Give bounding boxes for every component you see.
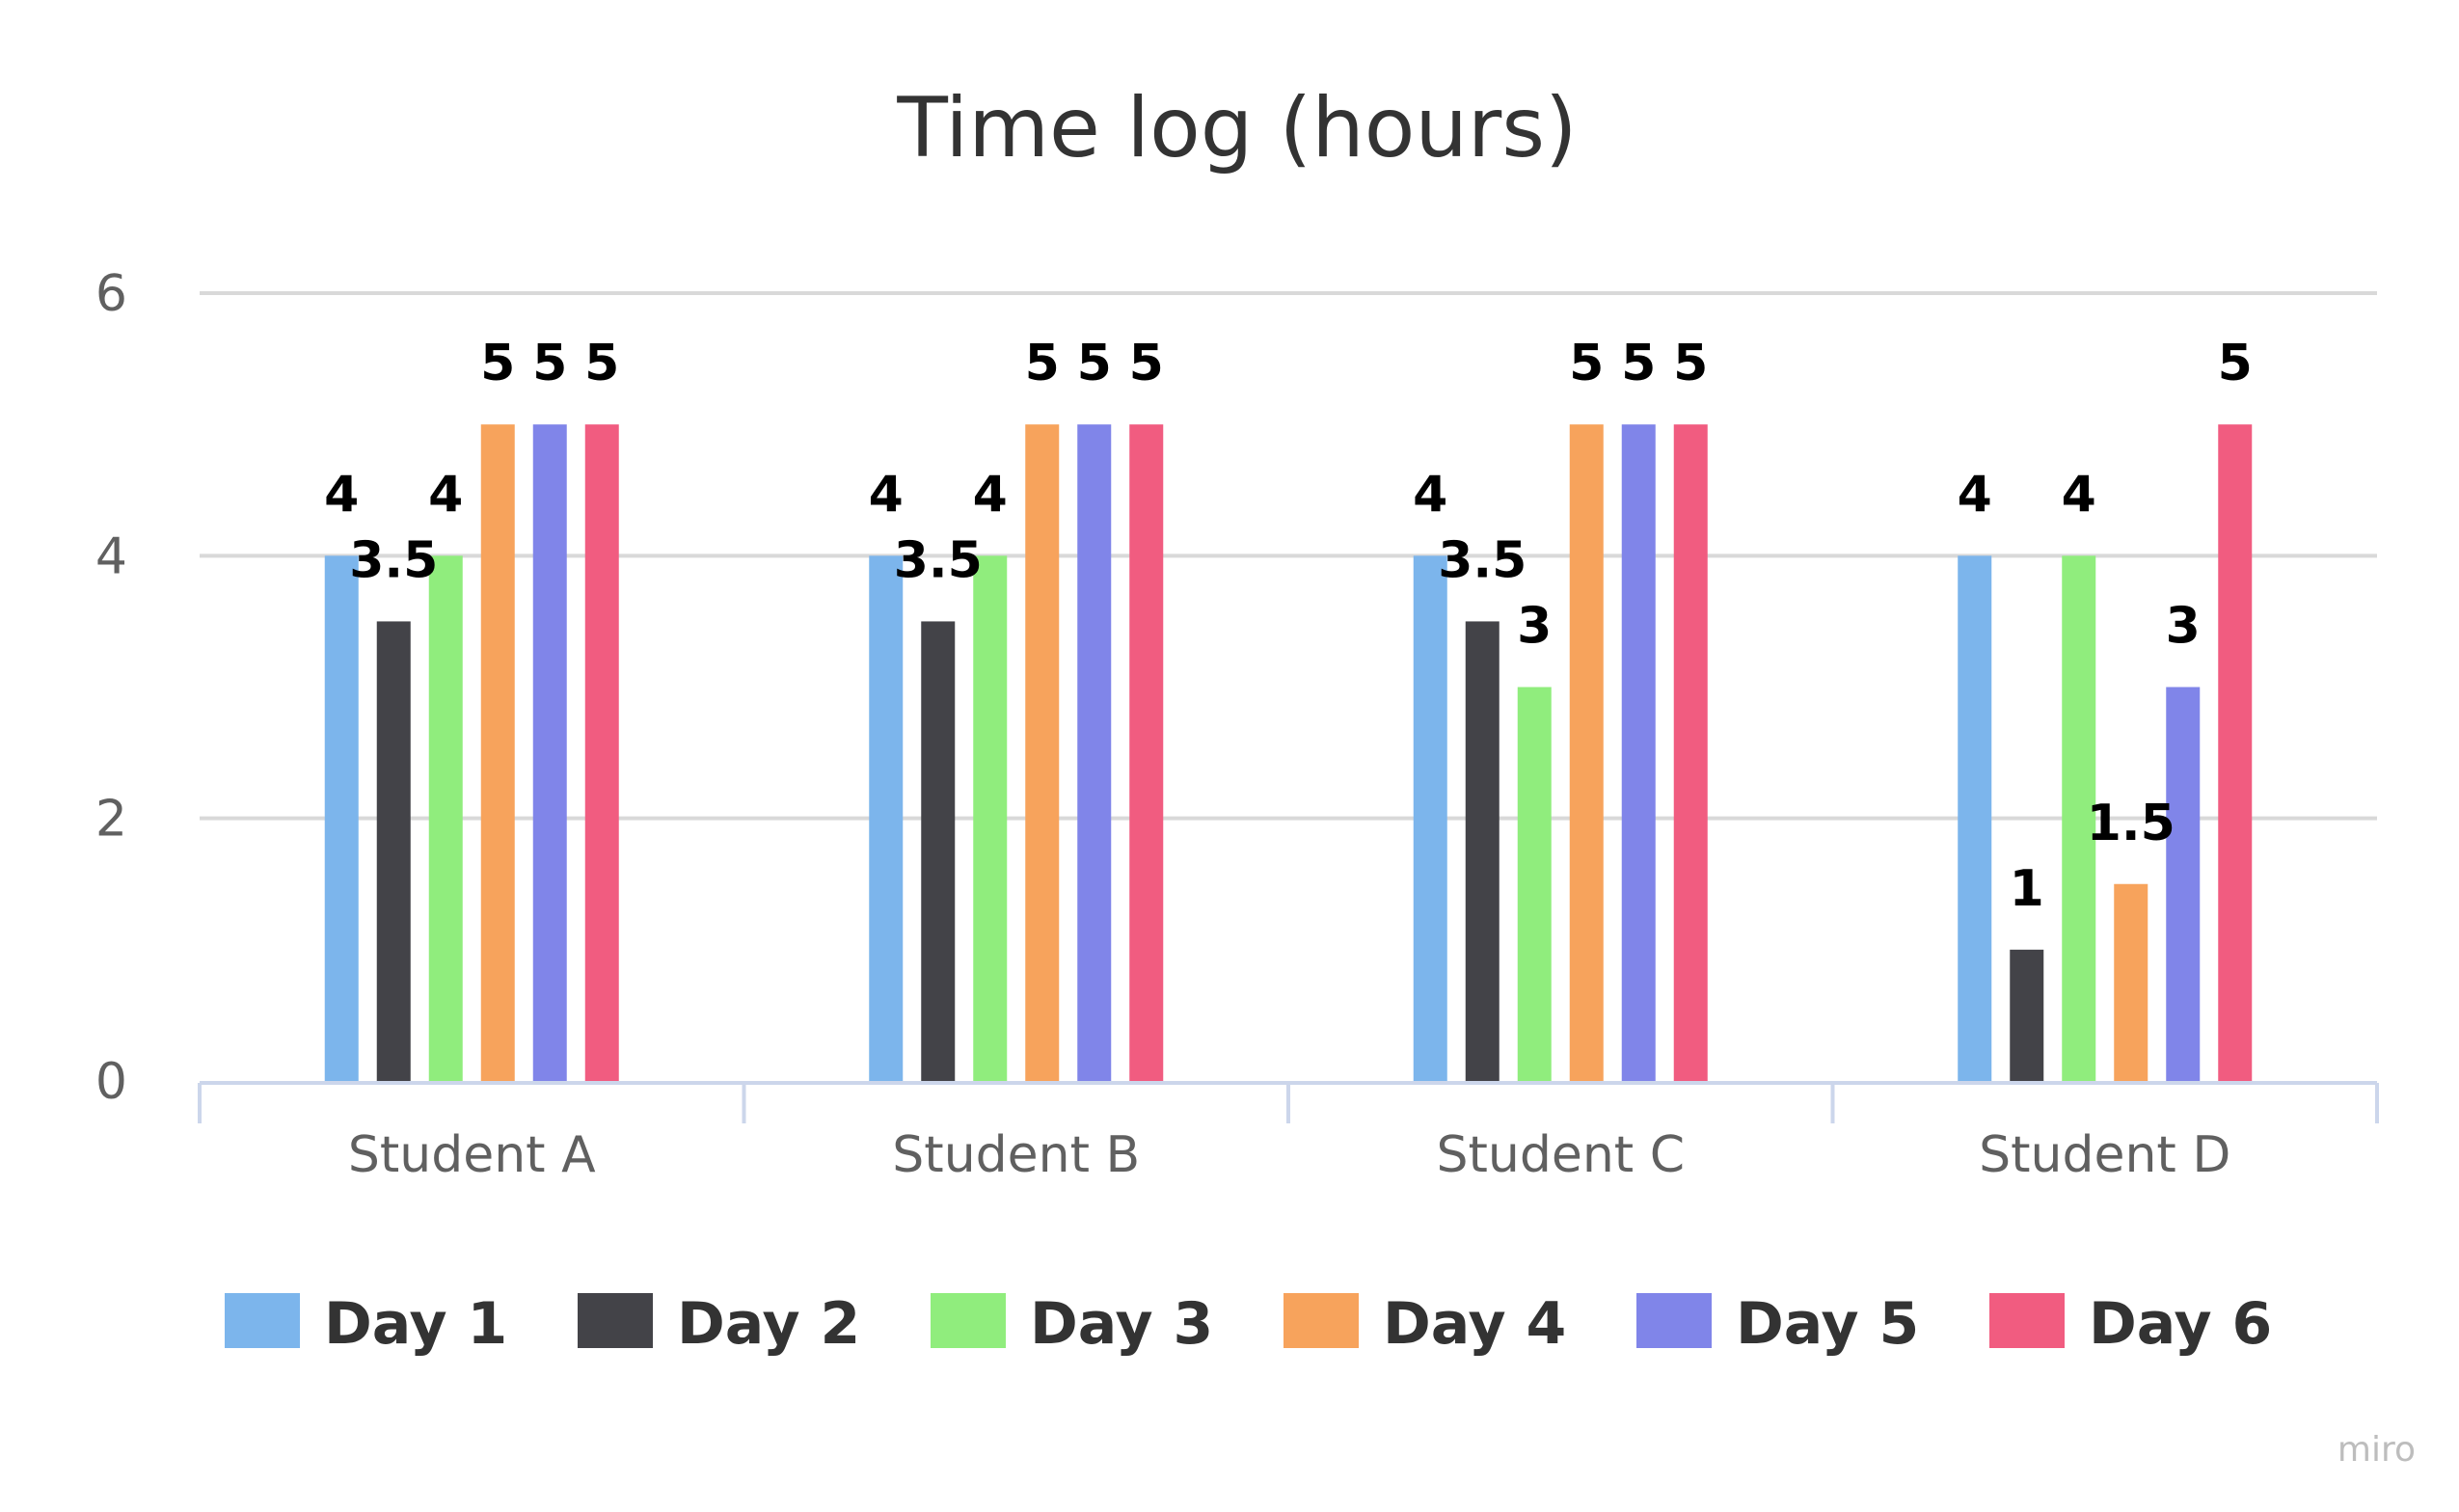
bar-student-b-day-3[interactable] [973,555,1008,1081]
data-label: 5 [1621,335,1656,392]
legend-item-day-2[interactable]: Day 2 [578,1290,860,1358]
data-label: 5 [1569,335,1604,392]
data-label: 3.5 [349,531,438,589]
data-label: 1.5 [2087,795,2175,852]
legend-swatch [225,1293,300,1348]
bar-student-c-day-4[interactable] [1569,424,1604,1082]
x-tick-label: Student D [1979,1126,2230,1184]
data-label: 5 [584,335,619,392]
legend-label: Day 3 [1030,1290,1213,1358]
bar-student-b-day-5[interactable] [1077,424,1112,1082]
legend-label: Day 5 [1736,1290,1919,1358]
bar-student-c-day-1[interactable] [1413,555,1447,1081]
bar-student-a-day-6[interactable] [584,424,619,1082]
bar-student-b-day-4[interactable] [1025,424,1060,1082]
watermark: miro [2337,1430,2416,1470]
data-label: 5 [1077,335,1112,392]
y-tick-label: 4 [95,527,127,585]
data-label: 4 [1413,466,1447,524]
chart-title: Time log (hours) [896,80,1577,176]
legend-item-day-5[interactable]: Day 5 [1636,1290,1919,1358]
data-label: 5 [2218,335,2253,392]
legend-swatch [1989,1293,2065,1348]
bar-student-d-day-5[interactable] [2166,687,2201,1082]
bar-student-c-day-2[interactable] [1465,621,1500,1081]
bar-student-a-day-2[interactable] [376,621,411,1081]
bar-student-a-day-1[interactable] [324,555,359,1081]
data-label: 3.5 [1438,531,1527,589]
x-tick-label: Student A [348,1126,596,1184]
data-label: 4 [324,466,359,524]
x-tick-label: Student B [892,1126,1140,1184]
data-label: 4 [973,466,1008,524]
y-tick-label: 2 [95,791,127,849]
data-label: 3.5 [894,531,983,589]
bar-student-d-day-2[interactable] [2010,949,2044,1081]
data-label: 4 [1958,466,1992,524]
legend-swatch [1284,1293,1359,1348]
bar-student-b-day-6[interactable] [1129,424,1164,1082]
data-label: 4 [869,466,904,524]
data-label: 5 [1025,335,1060,392]
x-axis: Student A Student B Student C Student D [198,1081,2379,1184]
legend-label: Day 6 [2089,1290,2272,1358]
legend-swatch [578,1293,653,1348]
data-label: 5 [1129,335,1164,392]
legend-swatch [1636,1293,1712,1348]
data-label: 4 [428,466,463,524]
data-label: 5 [480,335,515,392]
bar-student-b-day-2[interactable] [921,621,956,1081]
legend-item-day-4[interactable]: Day 4 [1284,1290,1566,1358]
bar-student-c-day-6[interactable] [1673,424,1708,1082]
bar-student-d-day-1[interactable] [1958,555,1992,1081]
x-tick-label: Student C [1436,1126,1685,1184]
bar-student-b-day-1[interactable] [869,555,904,1081]
legend-label: Day 4 [1383,1290,1566,1358]
bar-student-a-day-4[interactable] [480,424,515,1082]
legend-label: Day 1 [324,1290,507,1358]
gridlines [200,291,2377,821]
bar-student-d-day-6[interactable] [2218,424,2253,1082]
data-label: 5 [1673,335,1708,392]
legend-item-day-1[interactable]: Day 1 [225,1290,507,1358]
legend-swatch [931,1293,1006,1348]
data-label: 3 [1517,598,1552,656]
bar-student-c-day-3[interactable] [1517,687,1552,1082]
bar-student-c-day-5[interactable] [1621,424,1656,1082]
bar-student-d-day-4[interactable] [2114,883,2148,1081]
y-axis-ticks: 0 2 4 6 [95,265,127,1111]
y-tick-label: 6 [95,265,127,323]
legend-item-day-6[interactable]: Day 6 [1989,1290,2272,1358]
bar-student-a-day-5[interactable] [532,424,567,1082]
data-label: 3 [2166,598,2201,656]
data-label: 5 [532,335,567,392]
y-tick-label: 0 [95,1053,127,1111]
legend-item-day-3[interactable]: Day 3 [931,1290,1213,1358]
legend: Day 1 Day 2 Day 3 Day 4 Day 5 Day 6 [225,1290,2272,1358]
bar-student-d-day-3[interactable] [2062,555,2096,1081]
bars [324,424,2253,1082]
data-label: 1 [2010,860,2044,918]
data-label: 4 [2062,466,2096,524]
legend-label: Day 2 [677,1290,860,1358]
bar-student-a-day-3[interactable] [428,555,463,1081]
